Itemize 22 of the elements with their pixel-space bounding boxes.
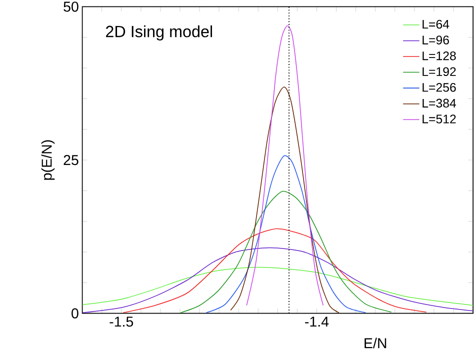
legend-label: L=512 xyxy=(422,114,456,124)
legend-label: L=192 xyxy=(422,67,456,76)
line-series xyxy=(246,25,324,306)
line-series xyxy=(82,247,474,314)
legend-label: L=384 xyxy=(422,98,456,108)
line-series xyxy=(82,266,474,306)
legend-label: L=64 xyxy=(422,20,450,29)
line-series xyxy=(206,155,366,314)
legend-label: L=128 xyxy=(422,51,456,60)
y-tick-label: 0 xyxy=(72,308,78,318)
line-series xyxy=(180,190,392,314)
legend-label: L=256 xyxy=(422,82,456,92)
y-tick-label: 25 xyxy=(64,154,78,165)
y-tick-label: 50 xyxy=(64,2,78,12)
annotation: 2D Ising model xyxy=(106,25,212,40)
line-series xyxy=(230,86,340,314)
x-tick-label: -1.4 xyxy=(305,316,329,326)
y-axis-title: p(E/N) xyxy=(41,140,55,180)
legend-label: L=96 xyxy=(422,36,449,44)
x-tick-label: -1.5 xyxy=(110,316,134,327)
x-axis-title: E/N xyxy=(364,338,386,348)
line-series xyxy=(122,228,427,314)
